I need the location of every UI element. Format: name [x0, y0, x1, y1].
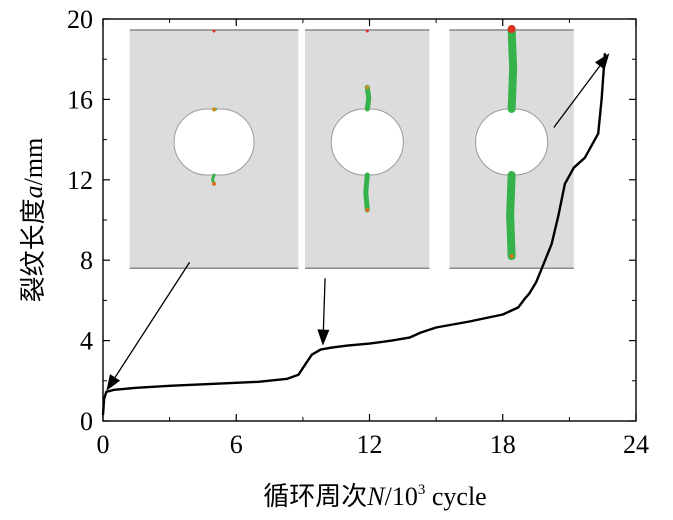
inset-hole	[330, 108, 404, 176]
inset-crack-tip	[212, 107, 217, 112]
inset-hole	[173, 108, 255, 176]
y-tick-label-4: 4	[80, 327, 93, 356]
inset-upper-crack	[507, 25, 518, 114]
tick-labels: 0 6 12 18 24 0 4 8 12 16 20	[67, 5, 649, 459]
inset-hole	[475, 108, 549, 176]
x-tick-label-24: 24	[623, 430, 649, 459]
annotation-arrow-head-2	[317, 329, 330, 346]
inset-panel-2	[305, 29, 430, 269]
y-tick-label-12: 12	[67, 166, 93, 195]
x-tick-label-0: 0	[97, 430, 110, 459]
inset-crack-tip	[509, 254, 514, 259]
inset-edge-mark	[510, 29, 514, 33]
y-axis-title: 裂纹长度a/mm	[19, 138, 48, 303]
inset-panel-1	[129, 29, 299, 269]
y-tick-label-0: 0	[80, 407, 93, 436]
y-tick-label-16: 16	[67, 85, 93, 114]
inset-crack-tip	[365, 207, 370, 212]
annotation-arrow-line-2	[322, 278, 326, 330]
x-axis-title: 循环周次N/103 cycle	[263, 482, 486, 511]
y-tick-label-8: 8	[80, 246, 93, 275]
annotation-arrow-head-3	[594, 53, 610, 70]
inset-panel-3	[449, 25, 574, 269]
series-layer	[101, 53, 607, 416]
annotation-arrow-head-1	[106, 374, 121, 391]
x-tick-label-18: 18	[490, 430, 516, 459]
series-line-1	[101, 53, 607, 416]
inset-crack-tip	[212, 181, 217, 186]
inset-crack-tip	[507, 25, 516, 34]
inset-lower-crack	[506, 171, 516, 261]
annotation-arrow-line-3	[553, 65, 601, 128]
x-tick-label-12: 12	[357, 430, 383, 459]
inset-edge-mark	[212, 29, 216, 33]
annotation-arrow-line-1	[114, 261, 191, 378]
y-tick-label-20: 20	[67, 5, 93, 34]
inset-images	[129, 25, 574, 269]
inset-upper-crack	[364, 84, 372, 112]
inset-crack-tip	[365, 85, 370, 90]
axes	[102, 18, 637, 422]
x-tick-label-6: 6	[230, 430, 243, 459]
inset-lower-crack	[363, 172, 370, 213]
inset-edge-mark	[365, 29, 369, 33]
